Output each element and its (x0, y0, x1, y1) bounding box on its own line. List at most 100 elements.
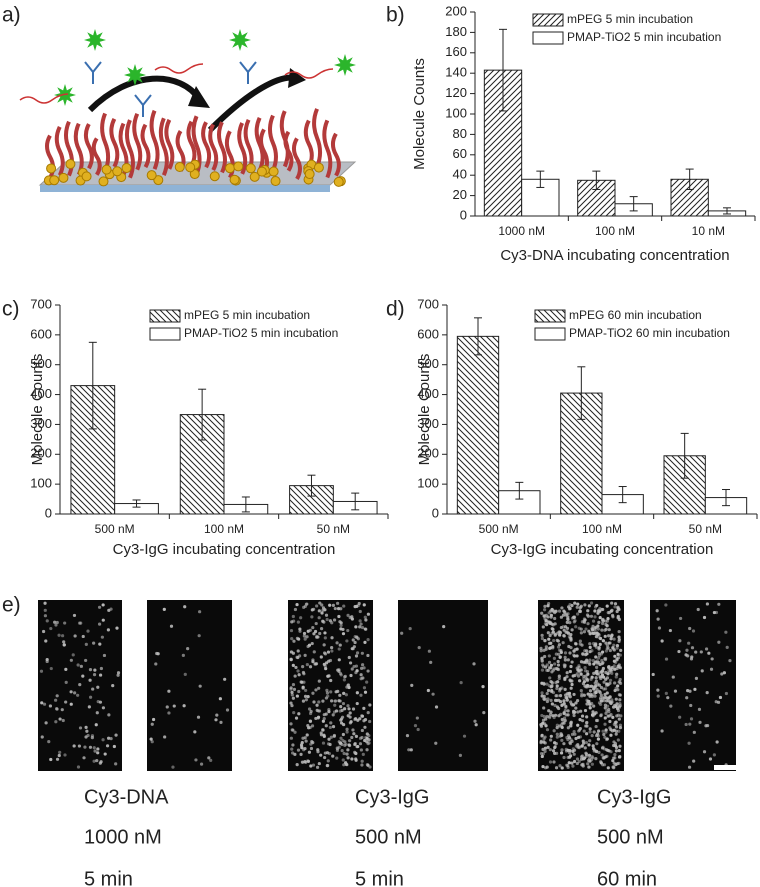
spot (317, 686, 321, 690)
spot (556, 680, 560, 684)
spot (610, 601, 614, 605)
strand (164, 118, 175, 170)
spot (565, 696, 569, 700)
spot (579, 668, 583, 672)
spot (579, 709, 583, 713)
spot (310, 615, 314, 619)
panel-label: e) (2, 594, 21, 617)
spot (78, 683, 82, 687)
spot (604, 711, 608, 715)
spot (613, 744, 618, 748)
error-bar (577, 366, 586, 420)
spot (599, 693, 603, 697)
legend-label: PMAP-TiO2 60 min incubation (569, 326, 730, 340)
spot (577, 745, 581, 749)
spot (616, 656, 621, 660)
spot (578, 726, 582, 731)
spot (348, 711, 352, 715)
spot (585, 661, 589, 665)
spot (574, 642, 578, 646)
spot (549, 738, 553, 742)
spot (294, 716, 299, 720)
y-tick-label: 0 (460, 207, 467, 222)
spot (194, 758, 198, 762)
spot (612, 722, 616, 727)
spot (724, 691, 729, 696)
spot (656, 617, 660, 621)
spot (55, 694, 59, 698)
spot (363, 615, 367, 619)
spot (354, 670, 358, 675)
spot (539, 739, 543, 743)
spot (547, 709, 551, 713)
spot (346, 756, 350, 760)
spot (604, 619, 608, 623)
spot (326, 674, 330, 678)
bead (185, 162, 196, 173)
spot (589, 614, 594, 618)
spot (569, 664, 573, 669)
spot (575, 757, 580, 761)
spot (588, 730, 592, 734)
spot (367, 738, 371, 742)
x-tick-label: 1000 nM (498, 224, 545, 238)
spot (329, 678, 333, 683)
spot (334, 709, 339, 713)
spot (64, 667, 68, 671)
spot (324, 613, 329, 617)
spot (705, 602, 710, 606)
spot (54, 698, 58, 702)
spot (585, 698, 589, 702)
spot (363, 725, 367, 729)
spot (57, 753, 61, 758)
bead (101, 164, 112, 175)
spot (570, 732, 575, 736)
spot (42, 702, 47, 706)
spot (554, 766, 559, 770)
spot (604, 730, 608, 734)
legend-swatch (534, 327, 566, 341)
spot (304, 739, 308, 743)
spot (296, 748, 301, 752)
spot (604, 755, 608, 759)
spot (354, 734, 358, 738)
spot (555, 723, 559, 727)
spot (107, 713, 111, 717)
spot (613, 753, 617, 757)
spot (365, 680, 369, 684)
bead (333, 176, 344, 187)
legend-swatch (149, 309, 181, 323)
strand (158, 117, 169, 176)
spot (172, 704, 176, 708)
spot (293, 752, 297, 756)
spot (308, 719, 313, 723)
spot (341, 758, 345, 762)
spot (366, 669, 370, 673)
spot (590, 694, 594, 699)
spot (321, 719, 325, 723)
spot (315, 765, 320, 769)
spot (353, 742, 357, 747)
spot (290, 636, 294, 641)
spot (458, 753, 462, 757)
spot (569, 686, 573, 690)
spot (112, 744, 116, 749)
x-tick-label: 10 nM (692, 224, 725, 238)
spot (668, 628, 672, 633)
spot (305, 662, 309, 667)
spot (678, 639, 682, 643)
spot (291, 682, 296, 687)
spot (410, 683, 414, 687)
spot (84, 735, 88, 739)
spot (570, 660, 574, 664)
spot (548, 646, 552, 650)
spot (181, 653, 185, 657)
spot (595, 718, 600, 723)
spot (575, 605, 579, 609)
bead (256, 166, 267, 177)
spot (572, 759, 577, 764)
spot (707, 651, 711, 655)
fluorophore (334, 54, 356, 76)
spot (306, 629, 310, 633)
spot (593, 643, 597, 648)
